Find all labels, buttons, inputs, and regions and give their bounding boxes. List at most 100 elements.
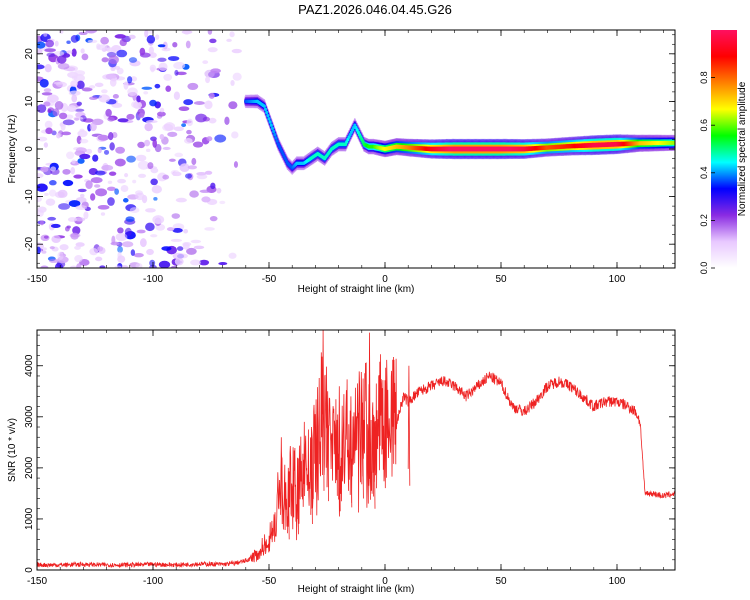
ridge-cell <box>274 136 278 140</box>
noise-blob <box>218 262 228 266</box>
noise-blob <box>76 101 82 106</box>
noise-blob <box>176 246 184 251</box>
noise-blob <box>121 265 129 268</box>
noise-blob <box>77 130 88 138</box>
noise-blob <box>43 101 51 107</box>
noise-blob <box>170 265 178 268</box>
noise-blob <box>37 41 46 49</box>
noise-blob <box>127 87 138 96</box>
noise-blob <box>70 232 79 240</box>
noise-blob <box>184 138 193 144</box>
noise-blob <box>115 146 125 154</box>
noise-blob <box>79 153 91 160</box>
noise-blob <box>50 166 57 172</box>
noise-blob <box>196 171 207 176</box>
noise-blob <box>87 39 98 44</box>
noise-blob <box>100 36 109 45</box>
noise-blob <box>69 265 78 268</box>
snr-x-label: Height of straight line (km) <box>298 584 415 595</box>
noise-blob <box>76 80 85 90</box>
noise-blob <box>175 197 187 203</box>
noise-blob <box>159 133 165 140</box>
noise-blob <box>49 189 57 197</box>
noise-blob <box>103 149 110 155</box>
x-tick-label: -100 <box>143 274 163 285</box>
noise-blob <box>100 212 106 216</box>
noise-blob <box>146 248 154 256</box>
noise-blob <box>74 117 80 121</box>
ridge-cell <box>263 107 268 112</box>
colorbar-tick-label: 0.4 <box>699 167 709 180</box>
noise-blob <box>157 44 166 48</box>
noise-blob <box>97 246 104 252</box>
noise-blob <box>70 34 79 43</box>
noise-blob <box>152 138 157 148</box>
noise-blob <box>66 50 73 54</box>
noise-blob <box>136 95 141 103</box>
noise-blob <box>74 245 81 250</box>
ridge-cell <box>268 120 272 124</box>
noise-blob <box>144 139 151 147</box>
noise-blob <box>57 251 64 260</box>
noise-blob <box>231 48 242 54</box>
noise-blob <box>97 134 110 141</box>
noise-blob <box>207 47 218 53</box>
noise-blob <box>94 82 104 88</box>
x-tick-label: 100 <box>609 274 626 285</box>
noise-blob <box>116 49 128 58</box>
noise-blob <box>150 167 159 174</box>
noise-blob <box>66 105 77 113</box>
noise-blob <box>208 92 215 99</box>
ridge-cell <box>265 110 269 115</box>
noise-blob <box>155 34 160 40</box>
noise-blob <box>115 232 128 242</box>
noise-blob <box>58 112 68 120</box>
noise-blob <box>226 38 232 42</box>
noise-blob <box>43 235 49 239</box>
ridge-cell <box>272 129 276 134</box>
noise-blob <box>172 42 178 48</box>
noise-blob <box>43 142 49 148</box>
noise-blob <box>216 187 222 194</box>
noise-blob <box>46 52 56 58</box>
noise-blob <box>126 155 136 163</box>
noise-blob <box>83 211 89 220</box>
noise-blob <box>173 61 186 70</box>
noise-blob <box>71 48 77 57</box>
noise-blob <box>156 111 166 117</box>
y-tick-label: 1000 <box>24 507 35 530</box>
snr-y-axis: 0 1000 2000 3000 4000 <box>24 334 675 573</box>
noise-blob <box>57 62 70 70</box>
noise-blob <box>39 220 45 226</box>
noise-blob <box>112 94 119 99</box>
noise-blob <box>228 101 238 110</box>
noise-blob <box>106 186 116 192</box>
colorbar: 0.0 0.2 0.4 0.6 0.8 Normalized spectral ampl… <box>699 30 748 274</box>
noise-blob <box>44 192 49 196</box>
noise-blob <box>97 204 110 210</box>
noise-blob <box>145 222 155 232</box>
colorbar-gradient <box>711 30 737 268</box>
noise-blob <box>117 118 129 123</box>
noise-blob <box>44 64 52 73</box>
noise-blob <box>37 48 43 55</box>
snr-series-line <box>37 330 675 569</box>
ridge-cell <box>270 126 275 131</box>
noise-blob <box>233 161 239 168</box>
colorbar-tick-label: 0.0 <box>699 262 709 275</box>
noise-blob <box>190 259 201 266</box>
noise-blob <box>40 166 49 173</box>
noise-blob <box>153 197 158 201</box>
noise-blob <box>124 172 129 178</box>
noise-blob <box>117 227 124 234</box>
noise-blob <box>81 53 89 61</box>
noise-blob <box>232 72 242 81</box>
noise-blob <box>187 165 198 170</box>
noise-blob <box>183 228 189 234</box>
noise-blob <box>219 200 226 205</box>
noise-blob <box>193 245 205 250</box>
noise-blob <box>121 241 134 248</box>
noise-blob <box>119 38 127 47</box>
noise-blob <box>201 196 211 203</box>
noise-blob <box>174 257 184 266</box>
